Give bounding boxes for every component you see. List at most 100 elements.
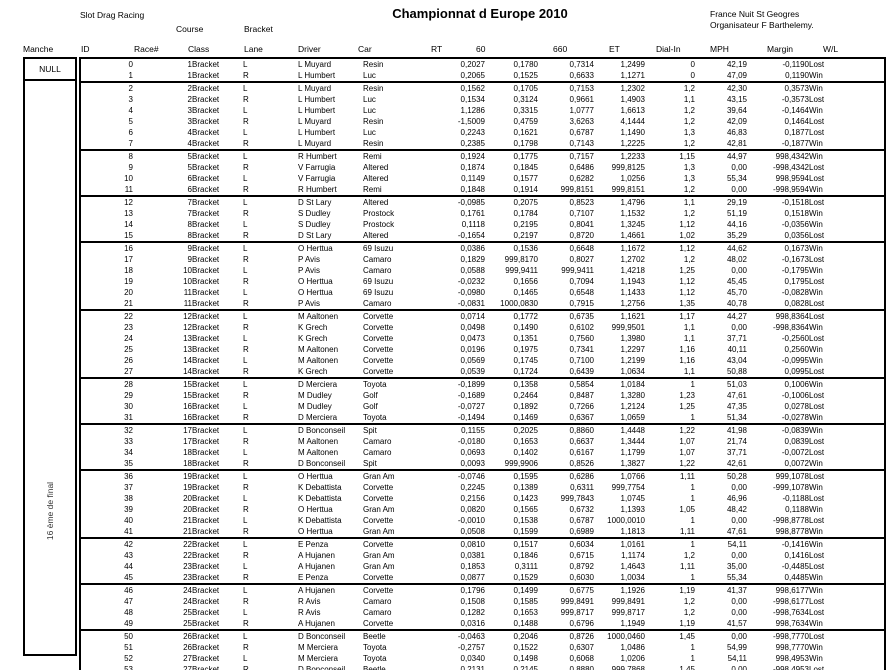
cell-660: 0,6068 bbox=[569, 654, 594, 663]
cell-class: Bracket bbox=[192, 516, 220, 525]
cell-class: Bracket bbox=[192, 152, 220, 161]
cell-lane: L bbox=[243, 494, 248, 503]
cell-lane: R bbox=[243, 299, 249, 308]
cell-margin: -998,7770 bbox=[772, 632, 809, 641]
cell-id: 25 bbox=[124, 345, 133, 354]
cell-rt: 0,0714 bbox=[460, 312, 485, 321]
cell-660: 0,8860 bbox=[569, 426, 594, 435]
cell-mph: 54,99 bbox=[726, 643, 747, 652]
cell-wl: Win bbox=[809, 426, 823, 435]
cell-class: Bracket bbox=[192, 117, 220, 126]
race-group: 36 19 Bracket L O Herttua Gran Am -0,0746 0,159… bbox=[80, 470, 885, 538]
cell-660: 999,8151 bbox=[560, 185, 594, 194]
cell-id: 13 bbox=[124, 209, 133, 218]
cell-et: 1,4661 bbox=[620, 231, 645, 240]
cell-660: 0,6548 bbox=[569, 288, 594, 297]
race-row: 42 22 Bracket L E Penza Corvette 0,0810 0,1517 0… bbox=[80, 538, 885, 550]
cell-mph: 51,03 bbox=[726, 380, 747, 389]
cell-class: Bracket bbox=[192, 562, 220, 571]
cell-dialin: 1,45 bbox=[679, 632, 695, 641]
cell-lane: L bbox=[243, 380, 248, 389]
cell-lane: L bbox=[243, 426, 248, 435]
cell-wl: Win bbox=[809, 573, 823, 582]
cell-wl: Lost bbox=[809, 632, 825, 641]
cell-driver: L Muyard bbox=[298, 60, 332, 69]
cell-mph: 0,00 bbox=[731, 597, 747, 606]
cell-et: 1,4643 bbox=[620, 562, 645, 571]
cell-race: 23 bbox=[183, 562, 192, 571]
cell-margin: -999,1078 bbox=[772, 483, 809, 492]
cell-lane: R bbox=[243, 323, 249, 332]
cell-margin: 998,4342 bbox=[775, 152, 809, 161]
cell-rt: 0,0569 bbox=[460, 356, 485, 365]
cell-driver: P Avis bbox=[298, 266, 320, 275]
cell-660: 0,5854 bbox=[569, 380, 594, 389]
cell-et: 1,2702 bbox=[620, 255, 645, 264]
cell-wl: Lost bbox=[809, 597, 825, 606]
cell-id: 49 bbox=[124, 619, 133, 628]
cell-lane: R bbox=[243, 459, 249, 468]
cell-dialin: 1,12 bbox=[679, 288, 695, 297]
cell-dialin: 1 bbox=[690, 494, 695, 503]
cell-mph: 43,15 bbox=[726, 95, 747, 104]
cell-driver: K Debattista bbox=[298, 483, 342, 492]
race-row: 20 11 Bracket L O Herttua 69 Isuzu -0,0980 0,14… bbox=[80, 287, 885, 298]
cell-et: 1000,0460 bbox=[607, 632, 645, 641]
cell-race: 18 bbox=[183, 448, 192, 457]
cell-driver: M Aaltonen bbox=[298, 356, 339, 365]
cell-lane: L bbox=[243, 244, 248, 253]
cell-race: 7 bbox=[187, 209, 192, 218]
cell-car: Prostock bbox=[363, 220, 395, 229]
cell-dialin: 0 bbox=[690, 71, 695, 80]
cell-race: 12 bbox=[183, 323, 192, 332]
cell-margin: 0,1416 bbox=[784, 551, 809, 560]
race-row: 47 24 Bracket R R Avis Camaro 0,1508 0,1585 999,… bbox=[80, 596, 885, 607]
cell-wl: Lost bbox=[809, 299, 825, 308]
cell-dialin: 1,17 bbox=[679, 312, 695, 321]
cell-id: 31 bbox=[124, 413, 133, 422]
cell-mph: 40,11 bbox=[727, 345, 747, 354]
cell-et: 1,3245 bbox=[620, 220, 645, 229]
race-row: 14 8 Bracket L S Dudley Prostock 0,1118 0,2195 0… bbox=[80, 219, 885, 230]
cell-race: 3 bbox=[187, 106, 192, 115]
cell-rt: 0,0810 bbox=[460, 540, 485, 549]
cell-et: 1,0766 bbox=[620, 472, 645, 481]
cell-60: 0,1585 bbox=[513, 597, 538, 606]
cell-driver: D Bonconseil bbox=[298, 632, 346, 641]
cell-660: 0,7094 bbox=[569, 277, 594, 286]
cell-wl: Win bbox=[809, 288, 823, 297]
cell-lane: R bbox=[243, 139, 249, 148]
cell-660: 999,8491 bbox=[560, 597, 594, 606]
cell-dialin: 1,1 bbox=[683, 334, 695, 343]
cell-class: Bracket bbox=[192, 163, 220, 172]
cell-car: Resin bbox=[363, 60, 384, 69]
cell-car: Camaro bbox=[363, 299, 392, 308]
cell-mph: 43,04 bbox=[726, 356, 747, 365]
cell-car: Toyota bbox=[363, 413, 387, 422]
cell-rt: 0,0877 bbox=[460, 573, 485, 582]
cell-60: 0,1488 bbox=[513, 619, 538, 628]
cell-dialin: 1,05 bbox=[679, 505, 695, 514]
cell-wl: Lost bbox=[809, 60, 825, 69]
cell-mph: 41,37 bbox=[726, 586, 747, 595]
cell-driver: E Penza bbox=[298, 573, 329, 582]
cell-lane: L bbox=[243, 654, 248, 663]
cell-et: 1,0659 bbox=[620, 413, 645, 422]
race-row: 51 26 Bracket R M Merciera Toyota -0,2757 0,152… bbox=[80, 642, 885, 653]
cell-wl: Lost bbox=[809, 448, 825, 457]
cell-660: 999,7843 bbox=[560, 494, 594, 503]
cell-driver: K Grech bbox=[298, 323, 328, 332]
cell-rt: 0,0508 bbox=[460, 527, 485, 536]
cell-et: 1,0486 bbox=[620, 643, 645, 652]
cell-race: 13 bbox=[183, 345, 192, 354]
cell-660: 3,6263 bbox=[569, 117, 594, 126]
cell-class: Bracket bbox=[192, 426, 220, 435]
cell-660: 0,8792 bbox=[569, 562, 594, 571]
cell-race: 12 bbox=[183, 312, 192, 321]
cell-margin: -0,0839 bbox=[781, 426, 809, 435]
cell-car: Beetle bbox=[363, 632, 386, 641]
cell-car: Toyota bbox=[363, 380, 387, 389]
race-group: 16 9 Bracket L O Herttua 69 Isuzu 0,0386 0,1536… bbox=[80, 242, 885, 310]
cell-id: 35 bbox=[124, 459, 133, 468]
cell-rt: -0,0831 bbox=[457, 299, 485, 308]
